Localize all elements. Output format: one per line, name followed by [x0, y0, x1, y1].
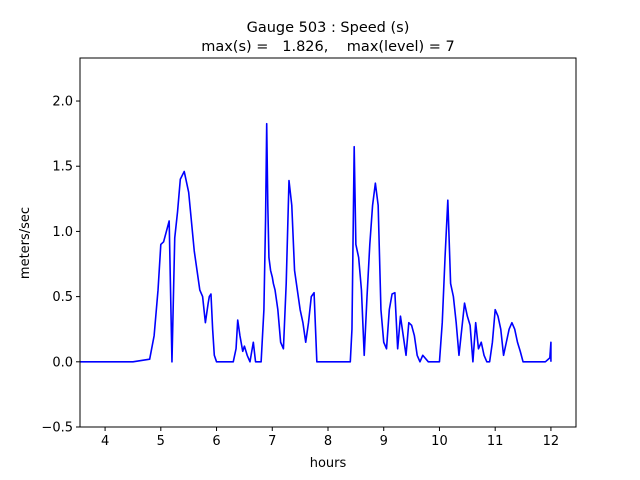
x-tick-label: 11	[487, 434, 504, 449]
y-tick-label: −0.5	[41, 421, 73, 436]
x-tick-label: 5	[157, 434, 165, 449]
x-tick-label: 9	[380, 434, 388, 449]
x-tick-label: 4	[101, 434, 109, 449]
y-axis: −0.5 0.0 0.5 1.0 1.5 2.0	[41, 95, 80, 436]
x-tick-label: 6	[212, 434, 220, 449]
series-line-speed	[80, 122, 552, 363]
y-axis-label: meters/sec	[18, 207, 33, 279]
y-tick-label: 0.0	[52, 355, 73, 370]
x-tick-label: 12	[543, 434, 560, 449]
x-tick-label: 8	[324, 434, 332, 449]
y-tick-label: 1.0	[52, 225, 73, 240]
x-axis: 4 5 6 7 8 9 10 11 12	[101, 427, 559, 449]
y-tick-label: 2.0	[52, 95, 73, 110]
x-tick-label: 10	[431, 434, 448, 449]
y-tick-label: 1.5	[52, 160, 73, 175]
chart-title-line2: max(s) = 1.826, max(level) = 7	[201, 39, 455, 55]
x-tick-label: 7	[268, 434, 276, 449]
plot-area	[80, 122, 552, 363]
chart-title-line1: Gauge 503 : Speed (s)	[247, 20, 410, 36]
x-axis-label: hours	[310, 456, 347, 471]
y-tick-label: 0.5	[52, 290, 73, 305]
